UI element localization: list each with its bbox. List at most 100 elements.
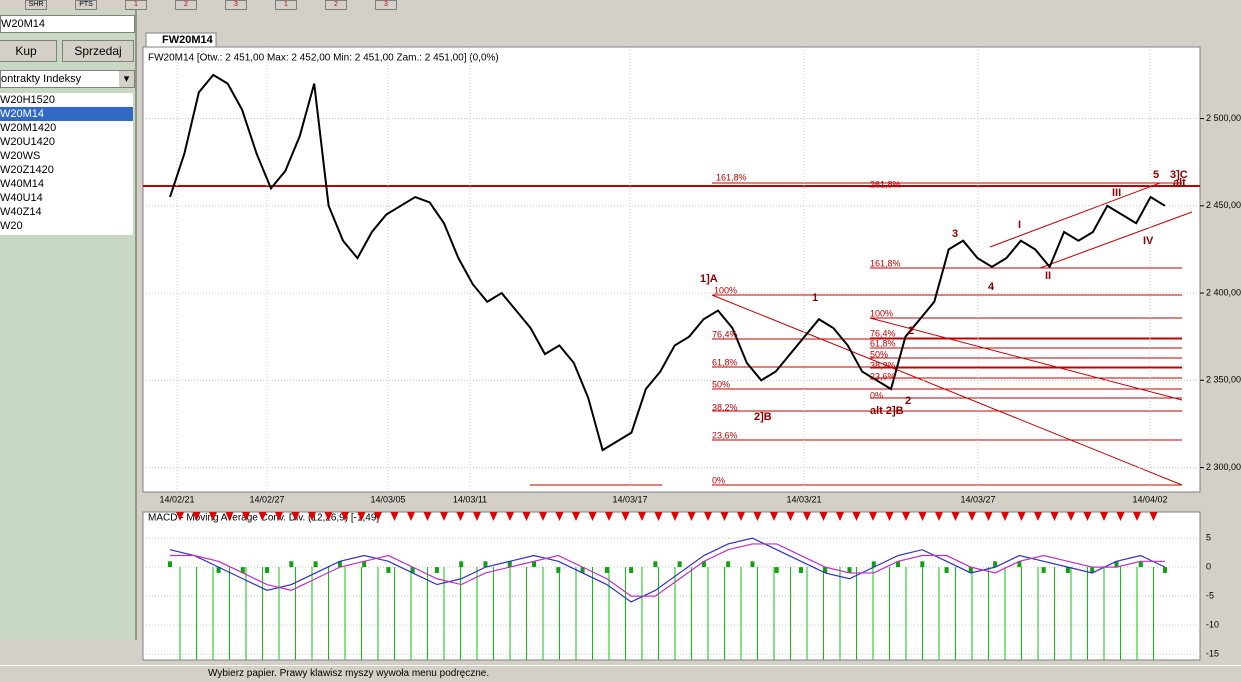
instrument-item[interactable]: W20Z1420: [0, 164, 54, 176]
histogram-bar: [847, 567, 852, 573]
histogram-bar: [823, 567, 828, 573]
annotation: alt: [1173, 177, 1186, 189]
signal-marker: [522, 512, 531, 521]
signal-marker: [654, 512, 663, 521]
histogram-bar: [434, 567, 439, 573]
signal-marker: [242, 512, 250, 521]
toolbar-button[interactable]: 3: [375, 0, 397, 10]
histogram-bar: [313, 561, 318, 568]
signal-marker: [786, 512, 795, 521]
toolbar-button[interactable]: PTS: [75, 0, 97, 10]
annotation: 76,4%: [870, 328, 896, 338]
signal-marker: [1100, 512, 1108, 521]
signal-marker: [1133, 512, 1141, 521]
instrument-item[interactable]: W20WS: [0, 150, 41, 162]
dropdown-arrow[interactable]: ▾: [119, 71, 134, 87]
signal-marker: [770, 512, 778, 521]
y-tick-label: -10: [1206, 620, 1219, 630]
toolbar-button[interactable]: 3: [225, 0, 247, 10]
instrument-item[interactable]: W20U1420: [0, 136, 56, 148]
symbol-field[interactable]: W20M14: [0, 15, 135, 33]
sell-button[interactable]: Sprzedaj: [62, 40, 134, 62]
instrument-item[interactable]: W40Z14: [0, 206, 42, 218]
annotation: alt 2]B: [870, 405, 904, 417]
histogram-bar: [944, 567, 949, 573]
signal-marker: [506, 512, 514, 521]
macd-line: [170, 543, 1165, 597]
annotation: 61,8%: [712, 357, 738, 367]
histogram-bar: [993, 561, 998, 568]
histogram-bar: [240, 567, 245, 573]
macd-line: [169, 537, 1166, 603]
histogram-bar: [604, 567, 609, 573]
signal-marker: [473, 512, 481, 521]
annotation: 1]A: [700, 273, 718, 285]
signal-marker: [489, 512, 498, 521]
group-select[interactable]: ontrakty Indeksy ▾: [0, 70, 135, 88]
annotation: IV: [1143, 235, 1154, 247]
signal-marker: [687, 512, 696, 521]
instrument-list: W20H1520 W20M14 W20M1420 W20U1420 W20WS W20Z1…: [0, 93, 133, 235]
histogram-bar: [362, 561, 367, 568]
signal-marker: [456, 512, 465, 521]
toolbar: SHR PTS 1 2 3 1 2 3: [0, 0, 1241, 10]
toolbar-button[interactable]: 1: [125, 0, 147, 10]
annotation: 0%: [712, 475, 725, 485]
y-tick-label: 2 300,00: [1206, 462, 1241, 472]
histogram-bar: [532, 561, 537, 568]
chart-tab[interactable]: [145, 32, 217, 48]
instrument-item[interactable]: W40M14: [0, 178, 45, 190]
y-tick-label: -5: [1206, 591, 1214, 601]
annotation: 2: [905, 395, 911, 407]
instrument-item[interactable]: W20M14: [0, 107, 133, 121]
histogram-bar: [1065, 567, 1070, 573]
chart-area: FW20M14 FW20M14 [Otw.: 2 451,00 Max: 2 4…: [142, 32, 1241, 661]
status-text: Wybierz papier. Prawy klawisz myszy wywo…: [208, 668, 490, 679]
signal-marker: [1083, 512, 1092, 521]
signal-marker: [539, 512, 547, 521]
instrument-item[interactable]: W20M1420: [0, 122, 57, 134]
chart-title: FW20M14: [162, 34, 214, 46]
annotation: 100%: [870, 308, 893, 318]
annotation: 50%: [712, 379, 730, 389]
annotation: 23,6%: [712, 430, 738, 440]
signal-marker: [638, 512, 646, 521]
toolbar-button[interactable]: SHR: [25, 0, 47, 10]
toolbar-button[interactable]: 2: [175, 0, 197, 10]
signal-marker: [275, 512, 283, 521]
histogram-bar: [1017, 561, 1022, 568]
instrument-item[interactable]: W20: [0, 220, 23, 232]
instrument-item[interactable]: W20H1520: [0, 94, 56, 106]
histogram-bar: [1138, 561, 1143, 568]
histogram-bar: [168, 561, 172, 568]
x-tick-label: 14/02/21: [159, 494, 194, 504]
histogram-bar: [289, 561, 294, 568]
signal-marker: [572, 512, 580, 521]
histogram-bar: [386, 567, 391, 573]
toolbar-button[interactable]: 1: [275, 0, 297, 10]
signal-marker: [176, 512, 184, 521]
signal-marker: [852, 512, 861, 521]
histogram-bar: [1114, 561, 1119, 568]
signal-marker: [225, 512, 234, 521]
annotation: 161,8%: [870, 258, 901, 268]
signal-marker: [1067, 512, 1075, 521]
annotation: 261,8%: [870, 179, 901, 189]
signal-marker: [423, 512, 432, 521]
histogram-bar: [410, 567, 415, 573]
x-tick-label: 14/03/27: [960, 494, 995, 504]
annotation: I: [1018, 219, 1021, 231]
y-tick-label: 5: [1206, 532, 1211, 542]
histogram-bar: [507, 561, 512, 568]
signal-marker: [803, 512, 811, 521]
toolbar-button[interactable]: 2: [325, 0, 347, 10]
signal-marker: [308, 512, 316, 521]
chart-subtitle: FW20M14 [Otw.: 2 451,00 Max: 2 452,00 Mi…: [148, 53, 499, 64]
annotation: 161,8%: [716, 172, 747, 182]
signal-marker: [968, 512, 976, 521]
signal-marker: [1001, 512, 1009, 521]
buy-button[interactable]: Kup: [0, 40, 57, 62]
macd-plot: [142, 511, 1201, 661]
instrument-item[interactable]: W40U14: [0, 192, 43, 204]
